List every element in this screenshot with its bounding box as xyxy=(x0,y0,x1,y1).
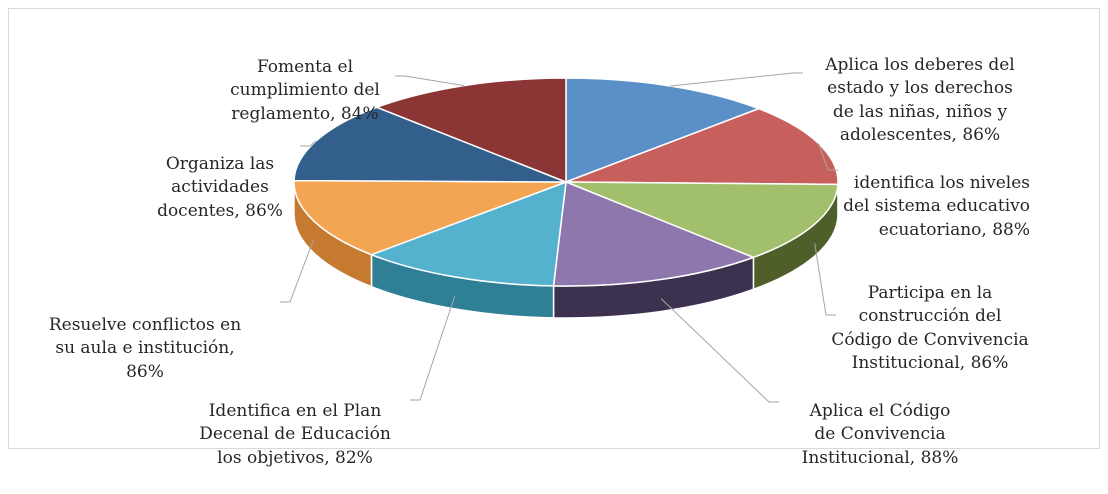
leader-line-7 xyxy=(395,76,464,86)
leader-line-5 xyxy=(280,240,313,302)
leader-line-0 xyxy=(670,73,803,86)
leader-line-4 xyxy=(410,296,455,400)
leader-line-3 xyxy=(661,299,779,402)
